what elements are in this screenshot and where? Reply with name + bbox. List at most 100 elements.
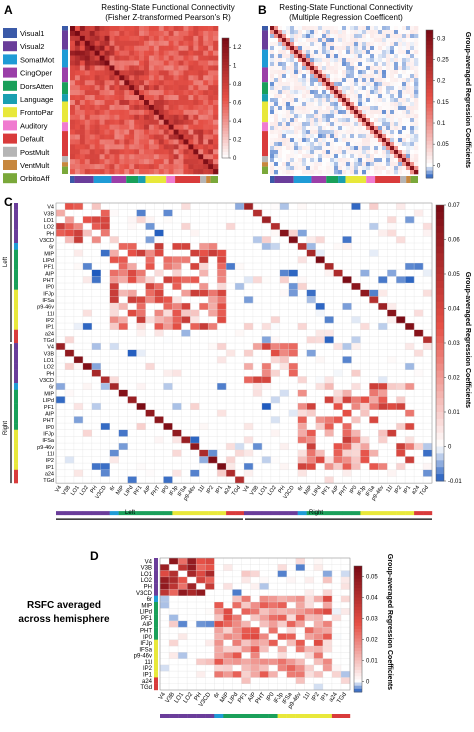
heatmap-cell: [351, 416, 361, 424]
heatmap-cell: [334, 138, 339, 143]
heatmap-cell: [124, 55, 130, 61]
heatmap-cell: [334, 38, 339, 43]
heatmap-cell: [279, 269, 289, 277]
heatmap-cell: [109, 30, 115, 37]
heatmap-cell: [342, 236, 352, 244]
heatmap-cell: [79, 45, 86, 51]
heatmap-cell: [56, 396, 66, 404]
row-label: a24: [45, 471, 54, 477]
heatmap-cell: [144, 30, 150, 37]
heatmap-cell: [406, 98, 411, 103]
heatmap-cell: [324, 463, 334, 470]
heatmap-cell: [196, 570, 206, 578]
heatmap-cell: [334, 26, 339, 31]
heatmap-cell: [298, 46, 303, 51]
colorbar-step: [222, 62, 229, 66]
heatmap-cell: [99, 55, 105, 61]
heatmap-cell: [330, 90, 335, 95]
heatmap-cell: [334, 118, 339, 123]
heatmap-cell: [414, 209, 424, 217]
heatmap-cell: [178, 90, 184, 96]
heatmap-cell: [134, 75, 140, 81]
heatmap-cell: [278, 42, 283, 47]
heatmap-cell: [362, 98, 367, 103]
heatmap-cell: [324, 383, 334, 390]
heatmap-cell: [315, 249, 325, 257]
heatmap-cell: [89, 95, 95, 101]
heatmap-cell: [278, 122, 283, 127]
heatmap-cell: [294, 86, 299, 91]
heatmap-cell: [100, 469, 110, 477]
heatmap-cell: [109, 309, 119, 317]
heatmap-cell: [360, 396, 370, 404]
heatmap-cell: [314, 46, 319, 51]
heatmap-cell: [318, 142, 323, 147]
heatmap-cell: [70, 80, 76, 86]
heatmap-cell: [370, 26, 375, 31]
heatmap-cell: [196, 564, 206, 571]
heatmap-cell: [144, 60, 150, 66]
heatmap-cell: [310, 70, 315, 75]
heatmap-cell: [322, 620, 333, 628]
heatmap-cell: [70, 154, 76, 160]
heatmap-cell: [183, 35, 189, 42]
heatmap-cell: [79, 26, 86, 32]
heatmap-cell: [199, 283, 209, 290]
heatmap-cell: [294, 50, 299, 55]
heatmap-cell: [354, 138, 359, 143]
row-label: AIP: [45, 271, 54, 277]
heatmap-cell: [213, 40, 219, 47]
col-label: V4: [54, 485, 63, 494]
heatmap-cell: [84, 45, 91, 51]
heatmap-cell: [354, 114, 359, 119]
heatmap-cell: [163, 383, 173, 390]
heatmap-cell: [193, 149, 199, 155]
heatmap-cell: [270, 142, 275, 147]
heatmap-cell: [188, 139, 194, 145]
heatmap-cell: [74, 109, 81, 116]
heatmap-cell: [387, 356, 397, 364]
heatmap-cell: [158, 35, 165, 42]
colorbar-step: [222, 101, 229, 105]
legend-swatch: [3, 41, 17, 52]
heatmap-cell: [324, 263, 334, 270]
row-label: LO2: [44, 225, 54, 231]
heatmap-cell: [406, 42, 411, 47]
heatmap-cell: [322, 595, 333, 603]
heatmap-cell: [318, 106, 323, 111]
heatmap-cell: [298, 158, 303, 163]
col-network-bar: [64, 511, 75, 516]
heatmap-cell: [338, 26, 343, 31]
row-network-bar: [14, 403, 18, 410]
heatmap-cell: [158, 30, 165, 37]
heatmap-cell: [294, 30, 299, 35]
heatmap-cell: [274, 78, 279, 83]
heatmap-cell: [414, 42, 419, 47]
heatmap-cell: [70, 75, 76, 81]
heatmap-cell: [270, 146, 275, 151]
heatmap-cell: [74, 50, 81, 56]
heatmap-cell: [297, 403, 307, 410]
legend-swatch: [3, 120, 17, 131]
heatmap-cell: [213, 60, 219, 66]
heatmap-cell: [406, 50, 411, 55]
heatmap-cell: [94, 109, 100, 116]
heatmap-cell: [402, 58, 407, 63]
heatmap-cell: [187, 564, 197, 571]
heatmap-cell: [163, 114, 169, 121]
heatmap-cell: [342, 162, 347, 167]
col-network-bar: [196, 714, 206, 718]
heatmap-cell: [241, 602, 251, 609]
heatmap-cell: [382, 170, 387, 175]
heatmap-cell: [134, 104, 140, 111]
colorbar-step: [426, 85, 433, 90]
heatmap-cell: [338, 42, 343, 47]
heatmap-cell: [158, 26, 165, 32]
heatmap-cell: [342, 46, 347, 51]
heatmap-cell: [306, 62, 311, 67]
heatmap-cell: [70, 95, 76, 101]
row-network-bar: [14, 396, 18, 404]
heatmap-cell: [74, 134, 81, 140]
row-label: IFSa: [42, 438, 55, 444]
heatmap-cell: [89, 80, 95, 86]
